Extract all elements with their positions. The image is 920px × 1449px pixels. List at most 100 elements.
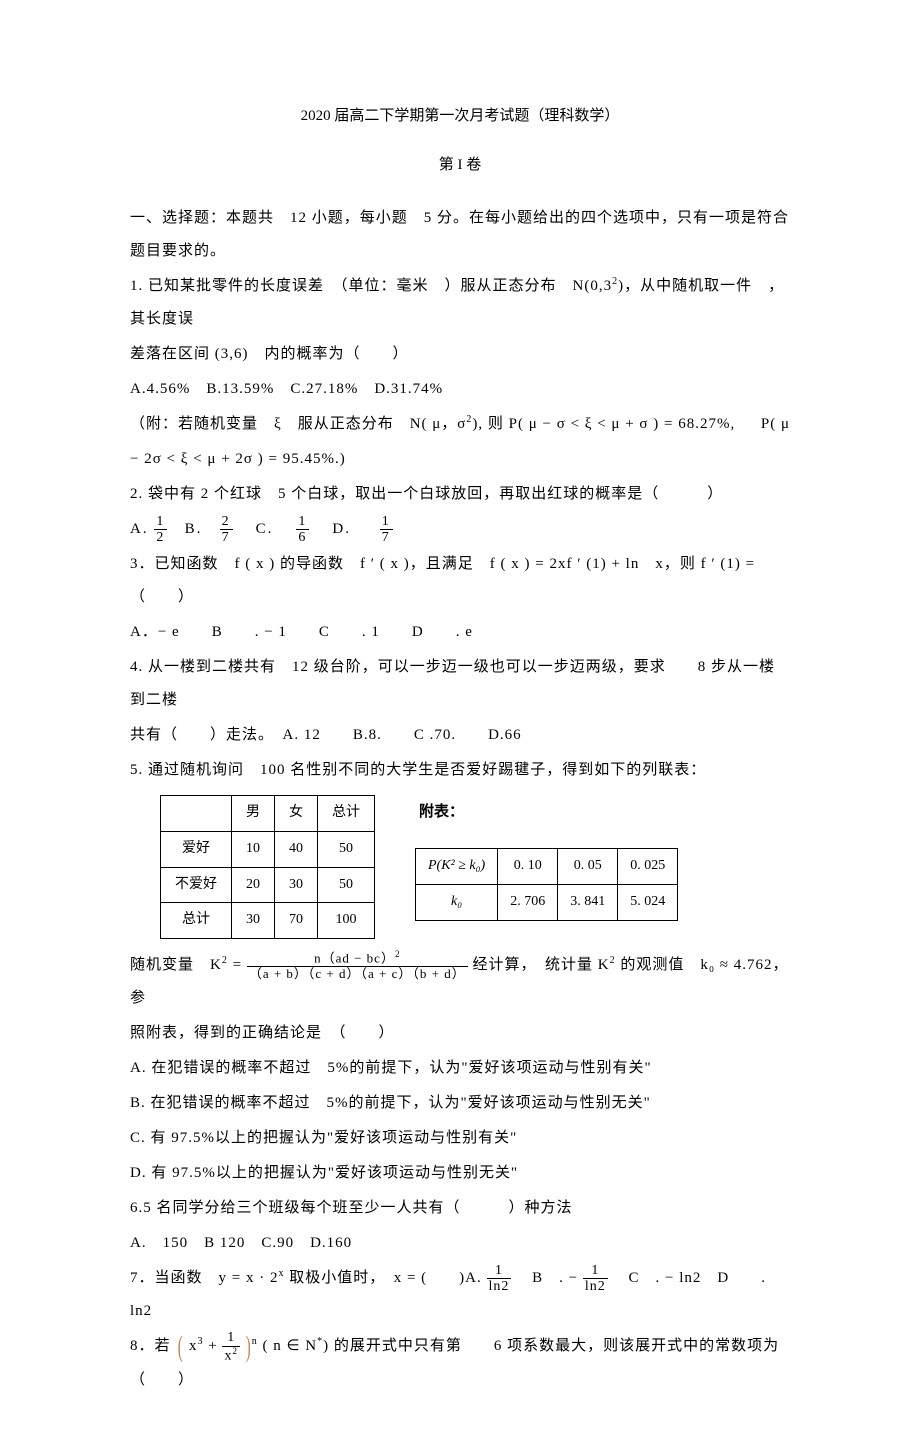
formula-pre: 随机变量 K: [130, 957, 222, 973]
q1-text: 1. 已知某批零件的长度误差 （单位：毫米 ）服从正态分布 N(0,3: [130, 278, 612, 294]
opt-a-label: A.: [130, 521, 149, 537]
left-paren-icon: (: [178, 1332, 184, 1362]
q1-opts: A.4.56% B.13.59% C.27.18% D.31.74%: [130, 373, 790, 406]
q5-line2: 照附表，得到的正确结论是 （ ）: [130, 1017, 790, 1050]
x3: x: [189, 1338, 198, 1354]
q5-opt-c: C. 有 97.5%以上的把握认为"爱好该项运动与性别有关": [130, 1122, 790, 1155]
frac: 1ln2: [583, 1263, 608, 1295]
q4-line2: 共有（ ）走法。 A. 12 B.8. C .70. D.66: [130, 719, 790, 752]
q1-note1: （附：若随机变量 ξ 服从正态分布 N( μ，σ2), 则 P( μ − σ <…: [130, 408, 790, 441]
formula-post: 经计算， 统计量 K: [472, 957, 609, 973]
th: 男: [232, 796, 275, 832]
den: x2: [222, 1347, 240, 1364]
q8-inner: x3 + 1x2: [189, 1338, 245, 1354]
q7-b: B . −: [516, 1270, 583, 1286]
td: 爱好: [161, 831, 232, 867]
attach-block: 附表： P(K² ≥ k₀) 0. 10 0. 05 0. 025 k₀ 2. …: [415, 795, 678, 921]
num: n（ad − bc）2: [247, 950, 468, 967]
q7: 7．当函数 y = x · 2x 取极小值时， x = ( )A. 1ln2 B…: [130, 1262, 790, 1328]
q8: 8．若 ( x3 + 1x2 )n ( n ∈ N*) 的展开式中只有第 6 项…: [130, 1330, 790, 1396]
q6-line2: A. 150 B 120 C.90 D.160: [130, 1227, 790, 1260]
table-row: k₀ 2. 706 3. 841 5. 024: [416, 884, 678, 920]
frac: 1ln2: [487, 1263, 512, 1295]
q3-opts: A．− e B . − 1 C . 1 D . e: [130, 616, 790, 649]
den: 2: [154, 530, 167, 545]
table-row: 男 女 总计: [161, 796, 375, 832]
q1-note-text-b: ), 则 P( μ − σ < ξ < μ + σ ) = 68.27%,: [472, 416, 735, 432]
num: 1: [154, 514, 167, 530]
frac-a: 12: [154, 514, 167, 546]
q1-line2: 差落在区间 (3,6) 内的概率为（ ）: [130, 338, 790, 371]
q1-note-text: （附：若随机变量 ξ 服从正态分布 N( μ，σ: [130, 416, 466, 432]
den: （a + b）（c + d）（a + c）（b + d）: [247, 967, 468, 981]
td: 100: [318, 903, 375, 939]
q4-line1: 4. 从一楼到二楼共有 12 级台阶，可以一步迈一级也可以一步迈两级，要求 8 …: [130, 651, 790, 717]
td: 3. 841: [558, 884, 618, 920]
k2-frac: n（ad − bc）2 （a + b）（c + d）（a + c）（b + d）: [247, 950, 468, 981]
frac: 1x2: [222, 1330, 240, 1363]
q5-stem: 5. 通过随机询问 100 名性别不同的大学生是否爱好踢毽子，得到如下的列联表：: [130, 754, 790, 787]
formula-eq: =: [228, 957, 247, 973]
q2-opts: A. 12 B. 27 C. 16 D. 17: [130, 513, 790, 546]
num: 1: [380, 514, 393, 530]
td: 20: [232, 867, 275, 903]
td: 10: [232, 831, 275, 867]
opt-c-label: C.: [256, 521, 274, 537]
th: 总计: [318, 796, 375, 832]
q8-pre: 8．若: [130, 1338, 171, 1354]
right-paren-icon: ): [245, 1332, 251, 1362]
contingency-table: 男 女 总计 爱好 10 40 50 不爱好 20 30 50 总计 30 70…: [160, 795, 375, 939]
q7-mid: 取极小值时， x = ( )A.: [284, 1270, 486, 1286]
td: 0. 05: [558, 849, 618, 885]
td: 0. 025: [618, 849, 678, 885]
den: ln2: [487, 1279, 512, 1294]
critical-table: P(K² ≥ k₀) 0. 10 0. 05 0. 025 k₀ 2. 706 …: [415, 848, 678, 921]
q1-line1: 1. 已知某批零件的长度误差 （单位：毫米 ）服从正态分布 N(0,32)，从中…: [130, 270, 790, 336]
q5-opt-b: B. 在犯错误的概率不超过 5%的前提下，认为"爱好该项运动与性别无关": [130, 1087, 790, 1120]
q8-post1: ( n ∈ N: [262, 1338, 317, 1354]
table-row: 不爱好 20 30 50: [161, 867, 375, 903]
page-title: 2020 届高二下学期第一次月考试题（理科数学）: [130, 100, 790, 133]
table-row: 总计 30 70 100: [161, 903, 375, 939]
num: 1: [296, 514, 309, 530]
q5-tables: 男 女 总计 爱好 10 40 50 不爱好 20 30 50 总计 30 70…: [160, 795, 790, 939]
num: 2: [220, 514, 233, 530]
td: 40: [275, 831, 318, 867]
td: 5. 024: [618, 884, 678, 920]
section-subtitle: 第 I 卷: [130, 149, 790, 182]
plus: +: [204, 1338, 223, 1354]
td: 总计: [161, 903, 232, 939]
td: P(K² ≥ k₀): [416, 849, 498, 885]
q7-pre: 7．当函数 y = x · 2: [130, 1270, 278, 1286]
attach-label: 附表：: [419, 795, 678, 828]
td: k₀: [416, 884, 498, 920]
q1-note-text-c: P( μ: [761, 408, 790, 441]
den: 6: [296, 530, 309, 545]
den: 7: [380, 530, 393, 545]
q5-opt-a: A. 在犯错误的概率不超过 5%的前提下，认为"爱好该项运动与性别有关": [130, 1052, 790, 1085]
td: 50: [318, 867, 375, 903]
td: 0. 10: [498, 849, 558, 885]
q6-line1: 6.5 名同学分给三个班级每个班至少一人共有（ ）种方法: [130, 1192, 790, 1225]
td: 30: [232, 903, 275, 939]
den: 7: [220, 530, 233, 545]
q1-note2: − 2σ < ξ < μ + 2σ ) = 95.45%.): [130, 443, 790, 476]
q5-formula: 随机变量 K2 = n（ad − bc）2 （a + b）（c + d）（a +…: [130, 949, 790, 1015]
frac-c: 16: [296, 514, 309, 546]
th: [161, 796, 232, 832]
q5-opt-d: D. 有 97.5%以上的把握认为"爱好该项运动与性别无关": [130, 1157, 790, 1190]
td: 50: [318, 831, 375, 867]
section-heading: 一、选择题：本题共 12 小题，每小题 5 分。在每小题给出的四个选项中，只有一…: [130, 202, 790, 268]
frac-b: 27: [220, 514, 233, 546]
num: 1: [583, 1263, 608, 1279]
td: 2. 706: [498, 884, 558, 920]
table-row: P(K² ≥ k₀) 0. 10 0. 05 0. 025: [416, 849, 678, 885]
num: 1: [222, 1330, 240, 1346]
num: 1: [487, 1263, 512, 1279]
num-text: n（ad − bc）: [314, 951, 395, 966]
exponent: n: [252, 1336, 258, 1347]
td: 70: [275, 903, 318, 939]
den: ln2: [583, 1279, 608, 1294]
q3-stem: 3．已知函数 f ( x ) 的导函数 f ′ ( x )，且满足 f ( x …: [130, 548, 790, 614]
opt-b-label: B.: [185, 521, 203, 537]
